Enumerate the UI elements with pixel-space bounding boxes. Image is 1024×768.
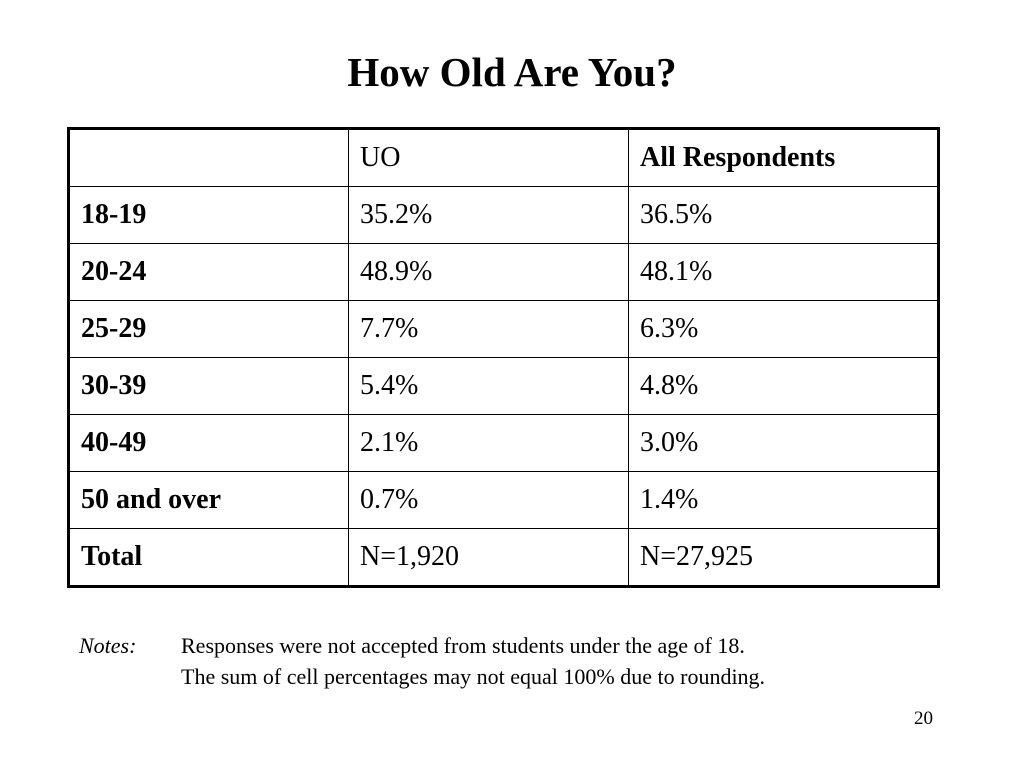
table-row: 30-39 5.4% 4.8% xyxy=(68,357,939,415)
header-cell-empty xyxy=(68,128,349,187)
uo-value: 35.2% xyxy=(348,186,629,244)
uo-value: 48.9% xyxy=(348,243,629,301)
uo-value: 7.7% xyxy=(348,300,629,358)
table-row: 20-24 48.9% 48.1% xyxy=(68,243,939,301)
row-label: Total xyxy=(68,528,349,587)
uo-value: 0.7% xyxy=(348,471,629,529)
all-respondents-value: 6.3% xyxy=(628,300,939,358)
table-row-total: Total N=1,920 N=27,925 xyxy=(68,528,939,587)
uo-value: 5.4% xyxy=(348,357,629,415)
all-respondents-value: N=27,925 xyxy=(628,528,939,587)
all-respondents-value: 4.8% xyxy=(628,357,939,415)
all-respondents-value: 1.4% xyxy=(628,471,939,529)
all-respondents-value: 48.1% xyxy=(628,243,939,301)
table-row: 50 and over 0.7% 1.4% xyxy=(68,471,939,529)
table-row: 25-29 7.7% 6.3% xyxy=(68,300,939,358)
uo-value: N=1,920 xyxy=(348,528,629,587)
page-number: 20 xyxy=(914,708,933,729)
table-header-row: UO All Respondents xyxy=(68,128,939,187)
uo-value: 2.1% xyxy=(348,414,629,472)
row-label: 20-24 xyxy=(68,243,349,301)
header-cell-all-respondents: All Respondents xyxy=(628,128,939,187)
all-respondents-value: 36.5% xyxy=(628,186,939,244)
row-label: 25-29 xyxy=(68,300,349,358)
note-line: Responses were not accepted from student… xyxy=(181,633,745,658)
row-label: 40-49 xyxy=(68,414,349,472)
table-row: 18-19 35.2% 36.5% xyxy=(68,186,939,244)
all-respondents-value: 3.0% xyxy=(628,414,939,472)
age-table: UO All Respondents 18-19 35.2% 36.5% 20-… xyxy=(67,127,940,588)
slide-title: How Old Are You? xyxy=(347,49,677,95)
row-label: 50 and over xyxy=(68,471,349,529)
notes-lines: Responses were not accepted from student… xyxy=(181,630,765,692)
row-label: 30-39 xyxy=(68,357,349,415)
header-cell-uo: UO xyxy=(348,128,629,187)
row-label: 18-19 xyxy=(68,186,349,244)
table-row: 40-49 2.1% 3.0% xyxy=(68,414,939,472)
notes-label: Notes: xyxy=(79,633,137,658)
note-line: The sum of cell percentages may not equa… xyxy=(181,664,766,689)
